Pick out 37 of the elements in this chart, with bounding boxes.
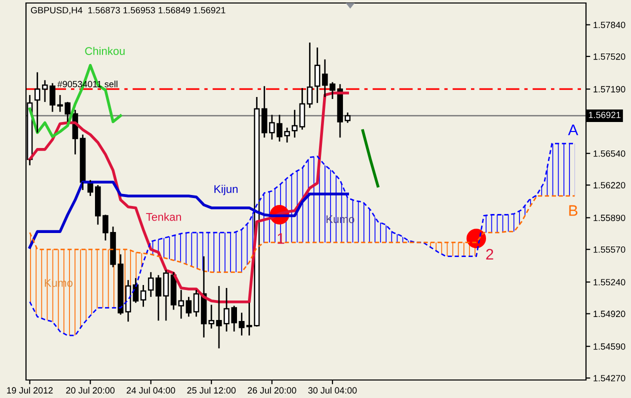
y-tick-label: 1.55890 (594, 214, 626, 222)
candlestick (186, 296, 192, 318)
y-tick-label: 1.56220 (594, 182, 626, 188)
y-tick-label: 1.55240 (594, 279, 626, 286)
series-label: B (569, 205, 578, 216)
y-tick-label: 1.57190 (594, 86, 626, 92)
line-series (29, 195, 576, 273)
y-tick-label: 1.55570 (594, 246, 626, 253)
x-tick-label: 19 Jul 2012 (7, 386, 53, 394)
y-tick-label: 1.54270 (594, 374, 626, 382)
candlestick (238, 312, 245, 336)
chart-title: GBPUSD,H4 1.56873 1.56953 1.56849 1.56921 (30, 7, 226, 14)
series-label: Kijun (214, 184, 238, 196)
candlestick (306, 42, 313, 109)
series-label: Chinkou (85, 46, 125, 55)
y-tick-label: 1.54590 (594, 343, 626, 350)
candlestick (80, 134, 86, 191)
x-tick-label: 30 Jul 04:00 (308, 386, 357, 394)
x-tick-label: 20 Jul 20:00 (66, 386, 115, 394)
candlestick (140, 284, 146, 308)
series-label: Tenkan (146, 212, 181, 221)
y-tick-label: 1.57840 (594, 22, 626, 28)
candlestick (292, 109, 298, 138)
line-series (28, 64, 122, 138)
x-tick-label: 26 Jul 20:00 (248, 386, 296, 394)
candlestick (193, 289, 200, 318)
candlestick (314, 46, 320, 104)
y-tick-label: 1.57520 (594, 53, 626, 60)
annotation: 2 (486, 248, 494, 260)
x-tick-label: 24 Jul 04:00 (126, 386, 176, 394)
candlestick (34, 72, 40, 134)
series-label: A (568, 124, 578, 136)
y-tick-label: 1.56540 (594, 150, 626, 157)
y-tick-label: 1.54920 (594, 310, 626, 318)
candlestick (299, 87, 306, 130)
x-tick-label: 25 Jul 12:00 (187, 386, 236, 394)
ref-line-label: 1.56921 (588, 112, 620, 118)
